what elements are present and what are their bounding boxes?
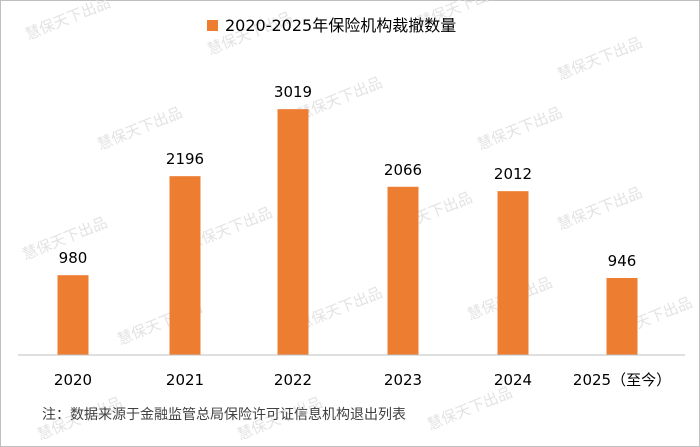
data-labels: 980 2196 3019 2066 2012 946 bbox=[59, 83, 637, 270]
watermark-text-4: 慧保天下出品 bbox=[95, 103, 185, 153]
watermark-text-17: 慧保天下出品 bbox=[425, 383, 515, 433]
watermark-text-10: 慧保天下出品 bbox=[555, 183, 645, 233]
watermark-text-3: 慧保天下出品 bbox=[555, 33, 645, 83]
data-label-2020: 980 bbox=[59, 249, 88, 267]
bar-2020 bbox=[57, 275, 89, 355]
x-tick-labels: 2020 2021 2022 2023 2024 2025（至今） bbox=[54, 371, 671, 389]
legend-swatch bbox=[207, 20, 218, 31]
source-note: 注：数据来源于金融监管总局保险许可证信息机构退出列表 bbox=[42, 406, 406, 423]
x-tick-label-1: 2021 bbox=[166, 371, 204, 389]
bar-2025（至今） bbox=[606, 277, 638, 355]
x-tick-label-5: 2025（至今） bbox=[573, 371, 671, 389]
data-label-2025（至今）: 946 bbox=[608, 252, 637, 270]
x-tick-label-3: 2023 bbox=[384, 371, 422, 389]
x-tick-label-4: 2024 bbox=[494, 371, 532, 389]
data-label-2023: 2066 bbox=[384, 161, 422, 179]
watermark-text-0: 慧保天下出品 bbox=[23, 0, 113, 44]
x-tick-label-2: 2022 bbox=[274, 371, 312, 389]
data-label-2021: 2196 bbox=[166, 150, 204, 168]
legend: 2020-2025年保险机构裁撤数量 bbox=[207, 16, 456, 35]
chart-title: 2020-2025年保险机构裁撤数量 bbox=[225, 16, 456, 35]
x-tick-label-0: 2020 bbox=[54, 371, 92, 389]
bar-2022 bbox=[277, 109, 309, 355]
bar-2021 bbox=[169, 176, 201, 355]
bar-2023 bbox=[387, 186, 419, 355]
data-label-2022: 3019 bbox=[274, 83, 312, 101]
bar-2024 bbox=[497, 191, 529, 355]
bars bbox=[57, 109, 638, 355]
data-label-2024: 2012 bbox=[494, 165, 532, 183]
watermark-text-6: 慧保天下出品 bbox=[475, 103, 565, 153]
